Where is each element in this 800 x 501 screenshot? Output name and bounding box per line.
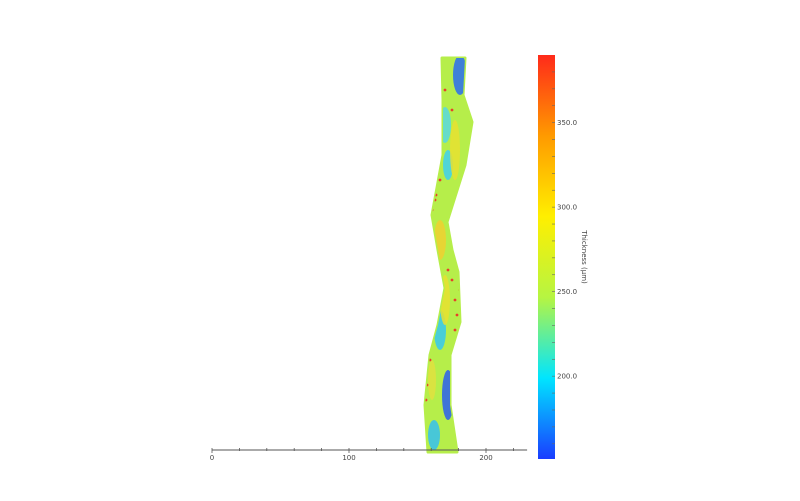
x-axis: 0 100 200 xyxy=(210,448,528,462)
high-thickness-dot xyxy=(450,108,454,112)
high-thickness-dot xyxy=(429,233,433,237)
high-thickness-dot xyxy=(438,178,442,182)
colorbar-tick-label: 300.0 xyxy=(557,204,577,212)
high-thickness-dot xyxy=(431,243,435,247)
thickness-patch xyxy=(439,107,451,143)
colorbar: 200.0 250.0 300.0 350.0 Thickness (µm) xyxy=(538,55,588,459)
thickness-patch xyxy=(453,58,467,95)
colorbar-tick-label: 200.0 xyxy=(557,373,577,381)
thickness-patch xyxy=(428,420,440,450)
colorbar-tick-label: 250.0 xyxy=(557,288,577,296)
high-thickness-dot xyxy=(453,298,457,302)
high-thickness-dot xyxy=(450,278,454,282)
x-tick-label: 100 xyxy=(342,454,355,462)
colorbar-gradient xyxy=(538,55,555,459)
colorbar-tick-label: 350.0 xyxy=(557,119,577,127)
thickness-patch xyxy=(450,120,460,180)
colorbar-label: Thickness (µm) xyxy=(580,229,588,284)
x-tick-label: 0 xyxy=(210,454,214,462)
thickness-patch xyxy=(428,360,436,400)
high-thickness-dot xyxy=(455,313,459,317)
high-thickness-dot xyxy=(428,223,432,227)
high-thickness-dot xyxy=(443,88,447,92)
high-thickness-dot xyxy=(446,268,450,272)
x-tick-label: 200 xyxy=(479,454,492,462)
thickness-ribbon xyxy=(423,56,474,454)
high-thickness-dot xyxy=(453,328,457,332)
